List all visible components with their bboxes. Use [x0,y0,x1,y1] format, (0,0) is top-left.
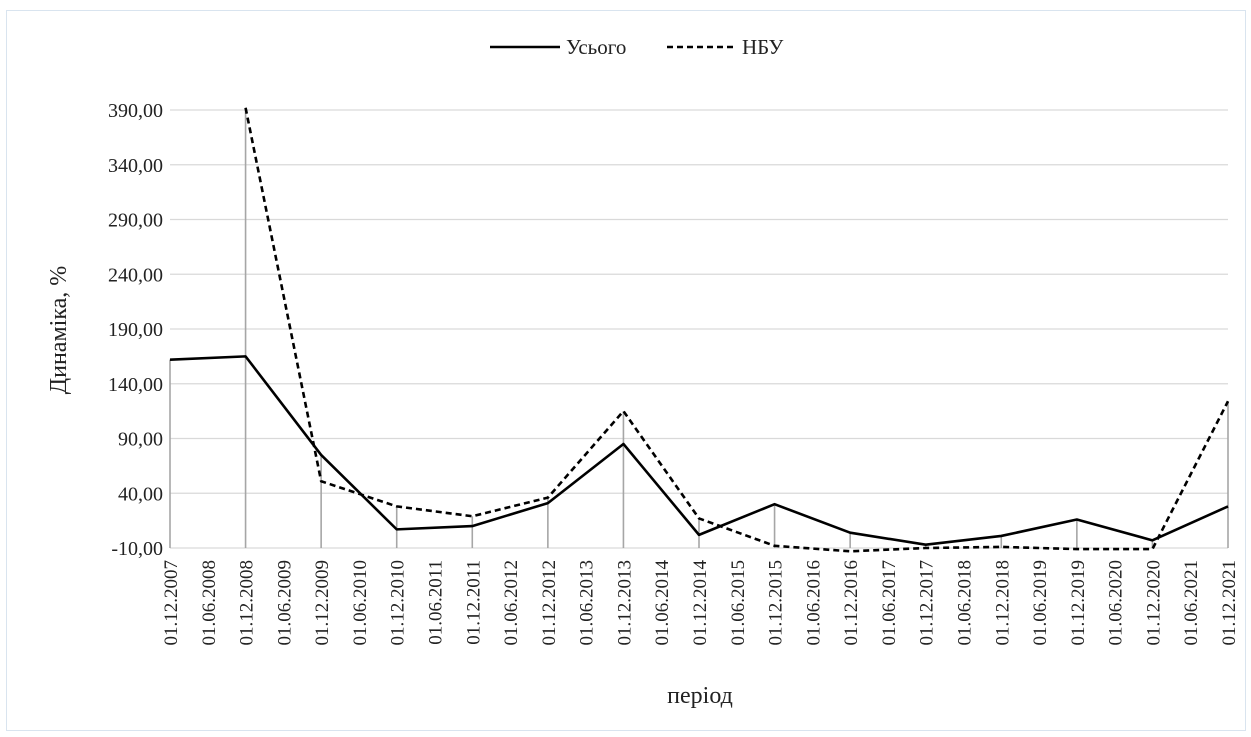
y-tick-labels: 390,00 340,00 290,00 240,00 190,00 140,00 90,0… [108,100,163,560]
legend-label-total: Усього [566,35,626,59]
x-tick-label: 01.12.2019 [1068,560,1089,646]
x-tick-label: 01.06.2018 [955,560,976,646]
y-tick-label: 40,00 [118,483,163,505]
y-tick-label: 290,00 [108,210,163,232]
x-tick-label: 01.12.2012 [539,560,560,646]
y-tick-label: 390,00 [108,100,163,122]
x-tick-label: 01.06.2009 [274,560,295,646]
drop-lines [169,107,1229,548]
x-tick-label: 01.12.2009 [312,560,333,646]
y-tick-label: 190,00 [108,319,163,341]
x-tick-label: 01.12.2010 [388,560,409,646]
x-tick-label: 01.06.2008 [199,560,220,646]
x-tick-label: 01.12.2020 [1143,560,1164,646]
x-tick-label: 01.12.2007 [161,560,182,646]
x-tick-labels: 01.12.2007 01.06.2008 01.12.2008 01.06.2009… [161,560,1240,646]
x-tick-label: 01.06.2016 [803,560,824,646]
x-tick-label: 01.06.2020 [1106,560,1127,646]
y-axis-title: Динаміка, % [46,266,72,395]
x-tick-label: 01.12.2017 [917,560,938,646]
x-tick-label: 01.06.2011 [426,560,447,645]
x-tick-label: 01.12.2014 [690,560,711,646]
x-tick-label: 01.06.2021 [1181,560,1202,646]
y-tick-label: 340,00 [108,155,163,177]
x-tick-label: 01.12.2013 [614,560,635,646]
x-axis-title: період [667,683,733,709]
y-tick-label: 90,00 [118,429,163,451]
y-tick-label: 140,00 [108,374,163,396]
x-tick-label: 01.12.2011 [463,560,484,645]
x-tick-label: 01.06.2017 [879,560,900,646]
x-tick-label: 01.06.2010 [350,560,371,646]
x-tick-label: 01.12.2018 [992,560,1013,646]
x-tick-label: 01.12.2016 [841,560,862,646]
x-tick-label: 01.12.2008 [237,560,258,646]
series-line-nbu [244,107,1230,553]
x-tick-label: 01.06.2015 [728,560,749,646]
legend-label-nbu: НБУ [742,35,783,59]
x-tick-label: 01.06.2014 [652,560,673,646]
x-tick-label: 01.06.2019 [1030,560,1051,646]
series-line-total [169,355,1229,547]
series-lines [169,107,1230,553]
x-tick-label: 01.12.2015 [766,560,787,646]
x-tick-label: 01.12.2021 [1219,560,1240,646]
x-tick-label: 01.06.2013 [577,560,598,646]
y-tick-label: 240,00 [108,264,163,286]
chart-frame [6,10,1246,731]
gridlines [170,109,1228,549]
x-tick-label: 01.06.2012 [501,560,522,646]
y-tick-label: -10,00 [111,538,163,560]
legend: Усього НБУ [490,35,783,59]
